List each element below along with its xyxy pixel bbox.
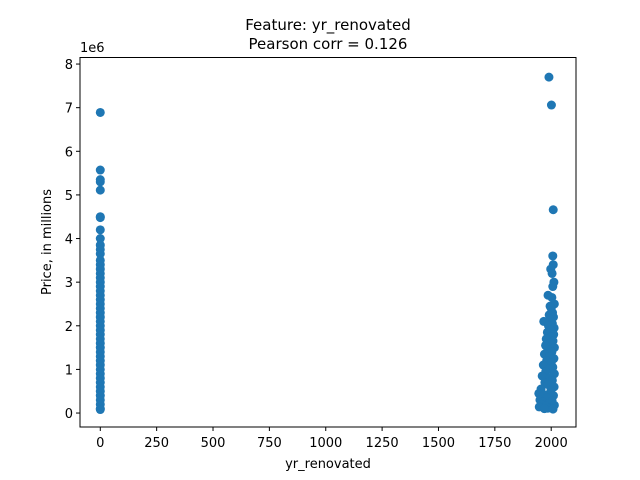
x-tick-label: 0 <box>96 436 104 451</box>
data-point <box>95 249 105 259</box>
y-tick-label: 7 <box>65 102 73 117</box>
data-point <box>95 185 105 195</box>
data-point <box>95 225 105 235</box>
data-point <box>539 404 549 414</box>
data-point <box>548 205 558 215</box>
x-tick-label: 750 <box>257 436 282 451</box>
plot-area-frame <box>79 57 577 428</box>
y-tick-label: 6 <box>65 145 73 160</box>
data-point <box>95 165 105 175</box>
y-tick-label: 4 <box>65 233 73 248</box>
data-point <box>548 404 558 414</box>
x-tick-label: 1250 <box>366 436 399 451</box>
data-point <box>547 268 557 278</box>
y-axis-label: Price, in millions <box>40 189 55 295</box>
chart-subtitle: Pearson corr = 0.126 <box>249 35 408 53</box>
data-point <box>544 72 554 82</box>
y-offset-label: 1e6 <box>80 41 105 56</box>
y-tick-label: 5 <box>65 189 73 204</box>
data-point <box>95 405 105 415</box>
x-axis-ticks: 0 250 500 750 1000 1250 1500 1750 2000 <box>96 427 568 451</box>
y-tick-label: 0 <box>65 407 73 422</box>
data-point <box>95 177 105 187</box>
x-tick-label: 1750 <box>478 436 511 451</box>
chart-title: Feature: yr_renovated <box>245 16 411 35</box>
y-axis-ticks: 0 1 2 3 4 5 6 7 8 <box>65 58 80 422</box>
y-tick-label: 8 <box>65 58 73 73</box>
data-point <box>95 234 105 244</box>
x-tick-label: 250 <box>144 436 169 451</box>
scatter-points <box>95 72 559 415</box>
y-tick-label: 1 <box>65 363 73 378</box>
data-point <box>548 282 558 292</box>
x-tick-label: 1500 <box>422 436 455 451</box>
data-point <box>95 213 105 223</box>
data-point <box>548 251 558 261</box>
y-tick-label: 3 <box>65 276 73 291</box>
data-point <box>95 107 105 117</box>
x-tick-label: 2000 <box>535 436 568 451</box>
data-point <box>546 100 556 110</box>
x-tick-label: 1000 <box>309 436 342 451</box>
y-tick-label: 2 <box>65 320 73 335</box>
x-axis-label: yr_renovated <box>285 457 371 472</box>
x-tick-label: 500 <box>201 436 226 451</box>
